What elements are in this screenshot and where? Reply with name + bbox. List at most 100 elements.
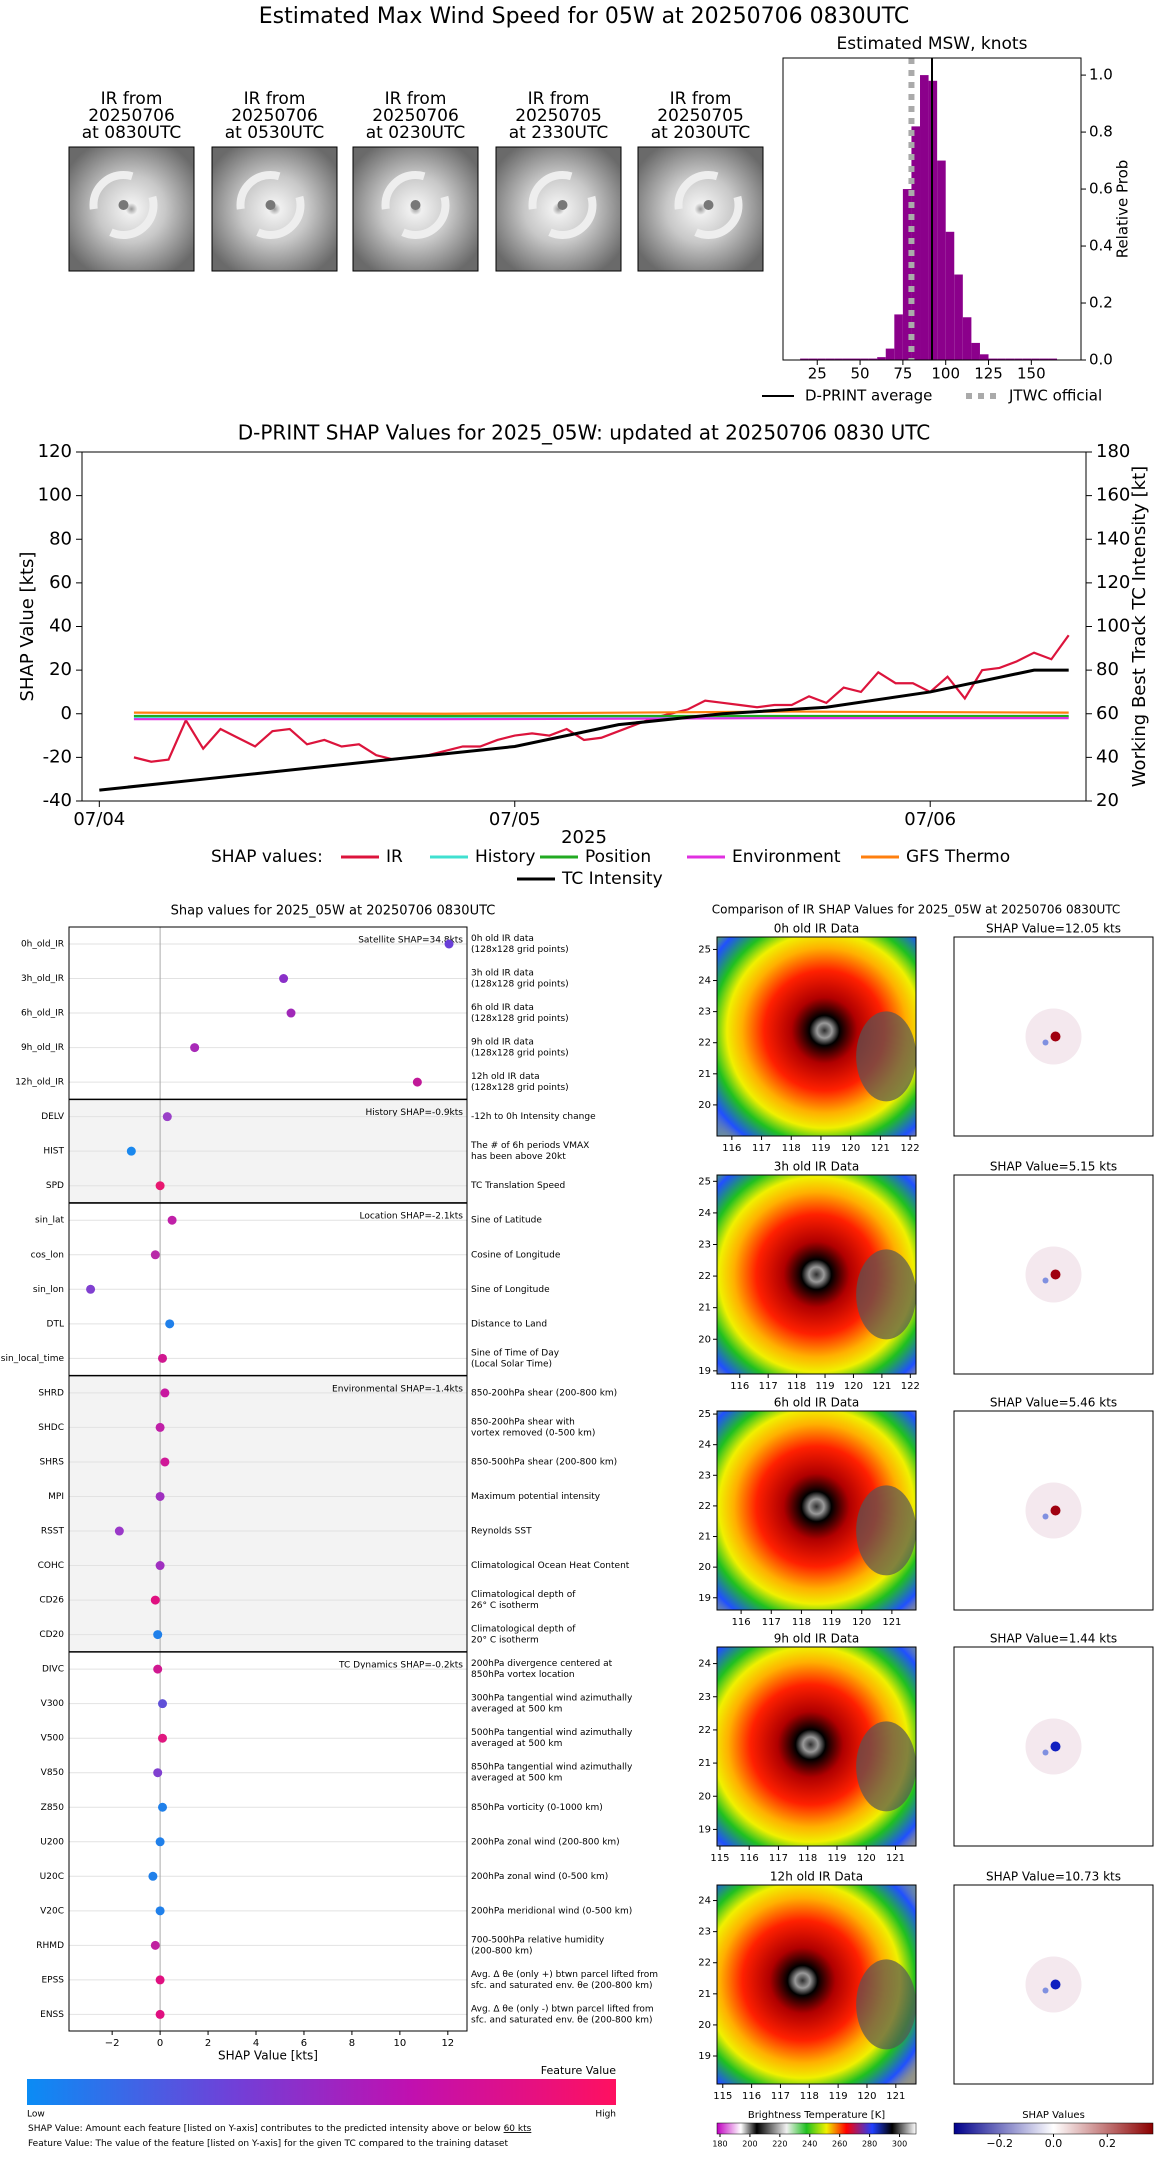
histogram-bar [1022,358,1032,360]
shap-dot [126,1146,136,1156]
ir-frame [716,1410,917,1611]
histogram-bar [1039,358,1049,360]
y-tick-label: 100 [38,485,72,506]
lat-tick-label: 20 [698,1562,711,1573]
group-band [69,1375,467,1652]
ir-cloud [856,1249,916,1340]
feature-description: 300hPa tangential wind azimuthally [471,1694,633,1704]
feature-description: Sine of Time of Day [471,1348,560,1358]
shap-dot [155,1422,165,1432]
thumbnail-label: IR from [244,89,306,109]
lat-tick-label: 23 [698,1239,711,1250]
shap-dot [153,1630,163,1640]
shap-dot [190,1043,200,1053]
histogram-bar [885,348,895,360]
ir-frame [716,936,917,1137]
legend-label: TC Intensity [561,869,663,889]
lat-tick-label: 20 [698,1791,711,1802]
shap-dot [158,1353,168,1363]
x-tick-label: 25 [808,365,827,383]
feature-description: 6h old IR data [471,1003,534,1013]
lon-tick-label: 121 [872,1381,891,1392]
chart-title: D-PRINT SHAP Values for 2025_05W: update… [238,421,930,445]
ir-cloud [856,1011,916,1102]
ir-thumbnail [637,146,764,272]
lon-tick-label: 116 [722,1143,741,1154]
histogram-bar [920,75,929,361]
ir-cloud [856,1959,916,2050]
x-axis-label: 2025 [561,827,607,848]
feature-description: (128x128 grid points) [471,1083,569,1093]
y-tick-label: 0.8 [1089,123,1113,141]
lat-tick-label: 19 [698,1593,711,1604]
lat-tick-label: 19 [698,1824,711,1835]
histogram-bar [860,358,869,360]
lat-tick-label: 25 [698,1409,711,1420]
thumbnail-eye [410,200,421,210]
x-tick-label: 10 [394,2038,407,2049]
ir-cloud [856,1721,916,1812]
shap-dot [155,1181,165,1191]
thumbnail-label: IR from [528,89,590,109]
lat-tick-label: 23 [698,1470,711,1481]
legend-label: History [475,847,535,867]
x-tick-label: 75 [893,365,912,383]
feature-description: 200hPa divergence centered at [471,1659,613,1669]
feature-name: sin_lon [33,1285,64,1295]
ir-cloud [856,1485,916,1576]
shap-map-hot [1050,1979,1061,1990]
histogram-bar [851,358,861,360]
legend-label: Position [585,847,651,867]
y-tick-label: 40 [49,616,72,637]
feature-name: Z850 [41,1803,65,1813]
feature-description: 20° C isotherm [471,1636,539,1646]
lat-tick-label: 22 [698,1958,711,1969]
shap-dot [165,1319,175,1329]
feature-description: has been above 20kt [471,1152,566,1162]
shap-dot [155,1491,165,1501]
lon-tick-label: 119 [827,1853,846,1864]
ir-panel-title: 3h old IR Data [774,1160,860,1174]
shap-dot [150,1595,160,1605]
histogram-bar [979,354,989,360]
lon-tick-label: 116 [730,1381,749,1392]
histogram-bar [1014,358,1023,360]
thumbnail-label: IR from [101,89,163,109]
shap-map-speck [1042,1513,1049,1520]
series-line [99,668,1069,792]
histogram-bar [962,317,972,360]
lat-tick-label: 23 [698,1927,711,1938]
feature-description: 850-500hPa shear (200-800 km) [471,1457,617,1467]
feature-description: 9h old IR data [471,1038,534,1048]
histogram-bar [945,231,955,360]
footnote-part: Feature Value: The value of the feature … [28,2139,508,2149]
feature-description: sfc. and saturated env. θe (200-800 km) [471,2015,653,2025]
shap-dot [286,1008,296,1018]
ir-frame [716,1646,917,1847]
feature-name: cos_lon [31,1250,64,1260]
footnote: Feature Value: The value of the feature … [28,2139,508,2149]
lat-tick-label: 24 [698,1659,711,1670]
lon-tick-label: 120 [844,1381,863,1392]
shap-map-speck [1042,1987,1049,1994]
y-tick-label: 0 [61,703,72,724]
thumbnail-label: at 0830UTC [82,123,181,143]
feature-description: 200hPa meridional wind (0-500 km) [471,1906,632,1916]
feature-description: (128x128 grid points) [471,1049,569,1059]
lon-tick-label: 117 [771,2091,790,2102]
shap-dot [279,974,289,984]
lon-tick-label: 118 [798,1853,817,1864]
y-tick-label: 0.4 [1089,237,1113,255]
lat-tick-label: 22 [698,1271,711,1282]
ir-panel-title: 9h old IR Data [774,1632,860,1646]
feature-description: Reynolds SST [471,1527,532,1537]
lon-tick-label: 117 [769,1853,788,1864]
feature-description: vortex removed (0-500 km) [471,1428,595,1438]
feature-description: averaged at 500 km [471,1774,562,1784]
shap-dot [150,1940,160,1950]
feature-description: 850-200hPa shear with [471,1417,575,1427]
feature-name: SHDC [38,1423,64,1433]
shap-dot [155,1975,165,1985]
feature-name: 12h_old_IR [15,1078,64,1088]
